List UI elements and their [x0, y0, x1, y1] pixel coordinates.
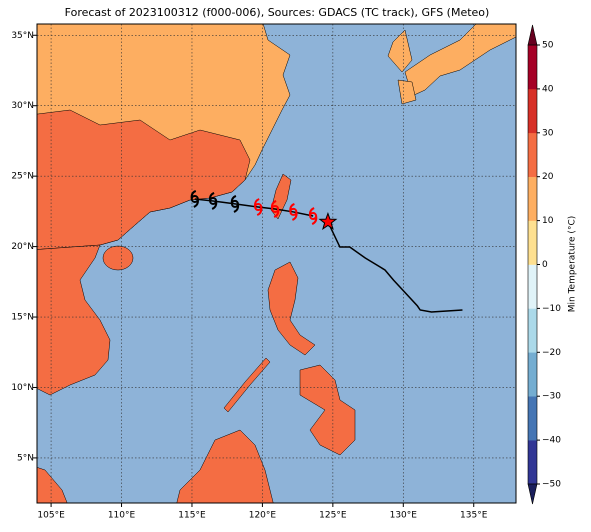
y-tick-label: 20°N	[11, 242, 34, 252]
colorbar-tick-label: −20	[542, 348, 561, 358]
colorbar-bin	[528, 220, 537, 265]
luzon	[267, 261, 316, 356]
x-tick-label: 105°E	[37, 511, 65, 521]
x-tick-label: 125°E	[319, 511, 347, 521]
colorbar-over	[527, 24, 538, 46]
x-tick-label: 120°E	[249, 511, 277, 521]
colorbar-bin	[528, 352, 537, 397]
x-tick-label: 130°E	[390, 511, 418, 521]
track-line	[327, 221, 463, 313]
cyclone-symbol	[308, 207, 318, 225]
colorbar-bin	[528, 440, 537, 485]
current-position	[318, 211, 338, 231]
colorbar-under	[527, 483, 538, 505]
cyclone-symbol	[254, 198, 263, 216]
colorbar-label: Min Temperature (°C)	[568, 216, 578, 313]
colorbar-tick-label: −30	[542, 392, 561, 402]
borneo	[176, 429, 274, 503]
y-tick-label: 15°N	[11, 313, 34, 323]
south-china	[37, 109, 251, 250]
y-tick-label: 10°N	[11, 383, 34, 393]
taiwan	[270, 173, 292, 220]
colorbar-tick-label: −40	[542, 436, 561, 446]
cyclone-symbol	[289, 203, 298, 221]
hainan	[102, 245, 134, 271]
map-frame	[36, 23, 517, 504]
colorbar-bin	[528, 396, 537, 441]
colorbar-tick-label: 50	[542, 41, 554, 51]
x-tick-label: 115°E	[178, 511, 206, 521]
colorbar-bin	[528, 264, 537, 309]
cyclone-symbol	[270, 200, 280, 218]
indochina	[37, 244, 111, 396]
colorbar-bin	[528, 132, 537, 177]
colorbar-tick-label: 10	[542, 216, 554, 226]
colorbar-tick-label: 0	[542, 260, 548, 270]
colorbar-bin	[528, 88, 537, 134]
colorbar-tick-label: 20	[542, 172, 554, 182]
y-tick-label: 5°N	[17, 453, 34, 463]
japan	[404, 24, 516, 97]
colorbar-tick-label: −50	[542, 480, 561, 490]
colorbar-tick-label: 40	[542, 84, 554, 94]
colorbar-bin	[528, 308, 537, 353]
x-tick-label: 135°E	[460, 511, 488, 521]
x-tick-label: 110°E	[108, 511, 136, 521]
kyushu	[397, 79, 417, 105]
malay-peninsula	[37, 467, 68, 503]
land	[37, 24, 516, 503]
y-tick-label: 30°N	[11, 101, 34, 111]
cyclone-symbol	[190, 190, 199, 208]
colorbar-bin	[528, 176, 537, 221]
forecast-line	[194, 198, 314, 217]
colorbar-tick-label: 30	[542, 128, 554, 138]
cyclone-symbol	[230, 194, 240, 213]
colorbar-bin	[528, 45, 537, 90]
map-title: Forecast of 2023100312 (f000-006), Sourc…	[65, 6, 490, 19]
y-tick-label: 25°N	[11, 172, 34, 182]
palawan	[223, 357, 271, 413]
colorbar-tick-label: −10	[542, 304, 561, 314]
y-tick-label: 35°N	[11, 31, 34, 41]
cyclone-symbol	[208, 192, 218, 210]
